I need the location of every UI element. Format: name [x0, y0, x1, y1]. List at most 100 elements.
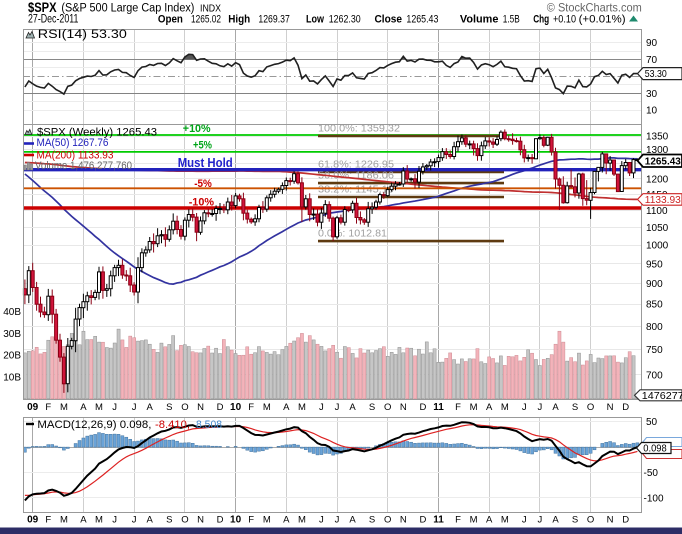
svg-text:J: J [319, 402, 324, 413]
svg-text:S: S [166, 402, 172, 413]
svg-text:J: J [132, 515, 137, 526]
svg-text:$SPX: $SPX [28, 0, 57, 15]
svg-text:30: 30 [646, 89, 658, 100]
svg-text:J: J [319, 515, 324, 526]
svg-text:MACD(12,26,9) 0.098,: MACD(12,26,9) 0.098, [37, 419, 151, 431]
svg-text:+0.10: +0.10 [553, 14, 576, 26]
svg-text:J: J [335, 515, 340, 526]
svg-text:© StockCharts.com: © StockCharts.com [547, 1, 642, 15]
svg-text:1300: 1300 [646, 145, 669, 156]
svg-text:+5%: +5% [193, 139, 212, 151]
svg-text:S: S [572, 515, 578, 526]
svg-text:INDX: INDX [200, 3, 221, 15]
svg-text:A: A [349, 402, 356, 413]
svg-text:11: 11 [433, 515, 444, 526]
svg-text:O: O [587, 515, 594, 526]
svg-text:-5%: -5% [194, 178, 212, 190]
svg-text:0.098: 0.098 [643, 443, 667, 455]
svg-text:09: 09 [27, 515, 39, 526]
svg-text:J: J [538, 402, 543, 413]
svg-text:-10%: -10% [189, 197, 215, 209]
svg-text:D: D [419, 515, 426, 526]
svg-text:A: A [147, 402, 154, 413]
svg-text:A: A [552, 402, 559, 413]
svg-text:61.8%: 1226.95: 61.8%: 1226.95 [318, 159, 394, 170]
svg-text:J: J [132, 402, 137, 413]
svg-text:J: J [112, 515, 117, 526]
svg-text:N: N [607, 515, 614, 526]
svg-text:M: M [501, 402, 509, 413]
svg-text:20B: 20B [3, 351, 21, 362]
svg-text:11: 11 [433, 402, 444, 413]
svg-text:M: M [60, 515, 68, 526]
svg-text:1350: 1350 [646, 132, 669, 143]
svg-text:1265.43: 1265.43 [645, 155, 681, 167]
svg-text:900: 900 [646, 279, 663, 290]
svg-text:50: 50 [646, 417, 658, 428]
svg-text:M: M [470, 402, 478, 413]
svg-text:10: 10 [230, 402, 242, 413]
svg-text:O: O [587, 402, 594, 413]
svg-text:D: D [419, 402, 426, 413]
svg-text:N: N [197, 515, 204, 526]
svg-text:(S&P 500 Large Cap Index): (S&P 500 Large Cap Index) [61, 3, 194, 15]
svg-text:90: 90 [646, 38, 658, 49]
svg-text:N: N [400, 402, 407, 413]
svg-text:N: N [197, 402, 204, 413]
svg-text:0.0%: 1012.81: 0.0%: 1012.81 [318, 229, 387, 240]
svg-text:F: F [455, 402, 461, 413]
svg-text:MA(50) 1267.76: MA(50) 1267.76 [37, 137, 109, 149]
svg-text:30B: 30B [3, 329, 21, 340]
svg-text:1265.02: 1265.02 [191, 14, 221, 26]
svg-text:F: F [248, 402, 254, 413]
svg-text:F: F [45, 515, 51, 526]
svg-text:Close: Close [375, 14, 403, 26]
svg-text:High: High [228, 14, 250, 26]
svg-text:1262.30: 1262.30 [329, 14, 361, 26]
svg-text:Must Hold: Must Hold [178, 156, 233, 170]
svg-text:F: F [455, 515, 461, 526]
svg-text:O: O [181, 515, 188, 526]
svg-text:O: O [384, 402, 391, 413]
svg-text:+10%: +10% [183, 123, 211, 135]
svg-text:Open: Open [158, 14, 183, 26]
svg-text:D: D [622, 515, 629, 526]
svg-text:A: A [283, 515, 290, 526]
svg-text:O: O [181, 402, 188, 413]
svg-text:O: O [384, 515, 391, 526]
svg-text:1133.93: 1133.93 [645, 194, 681, 206]
svg-text:950: 950 [646, 259, 663, 270]
svg-text:Chg: Chg [533, 14, 549, 26]
svg-text:D: D [622, 402, 629, 413]
svg-text:D: D [217, 402, 224, 413]
svg-text:M: M [298, 515, 306, 526]
svg-text:A: A [486, 402, 493, 413]
svg-text:1265.43: 1265.43 [406, 14, 438, 26]
svg-text:D: D [217, 515, 224, 526]
svg-text:M: M [501, 515, 509, 526]
svg-text:RSI(14) 53.30: RSI(14) 53.30 [38, 29, 127, 41]
svg-text:N: N [400, 515, 407, 526]
svg-text:53.30: 53.30 [645, 68, 667, 80]
svg-text:$SPX (Weekly) 1265.43: $SPX (Weekly) 1265.43 [37, 126, 157, 138]
svg-text:38.2%: 1145.19: 38.2%: 1145.19 [318, 184, 394, 195]
svg-text:M: M [263, 402, 271, 413]
svg-text:8.508: 8.508 [196, 419, 222, 431]
svg-text:70: 70 [646, 55, 658, 66]
svg-text:10B: 10B [3, 372, 21, 383]
svg-text:800: 800 [646, 322, 663, 333]
svg-text:1.5B: 1.5B [503, 14, 520, 26]
svg-text:700: 700 [646, 370, 663, 381]
svg-text:-8.410,: -8.410, [155, 419, 190, 431]
svg-text:N: N [607, 402, 614, 413]
svg-text:-100: -100 [644, 493, 664, 504]
svg-text:MA(200) 1133.93: MA(200) 1133.93 [37, 149, 114, 161]
svg-text:100.0%: 1359.32: 100.0%: 1359.32 [318, 123, 400, 134]
svg-text:A: A [349, 515, 356, 526]
svg-text:50.0%: 1186.06: 50.0%: 1186.06 [318, 171, 394, 182]
svg-text:F: F [248, 515, 254, 526]
svg-text:850: 850 [646, 300, 663, 311]
svg-text:1200: 1200 [646, 174, 669, 185]
svg-text:M: M [95, 515, 103, 526]
svg-text:Volume: Volume [460, 14, 499, 26]
